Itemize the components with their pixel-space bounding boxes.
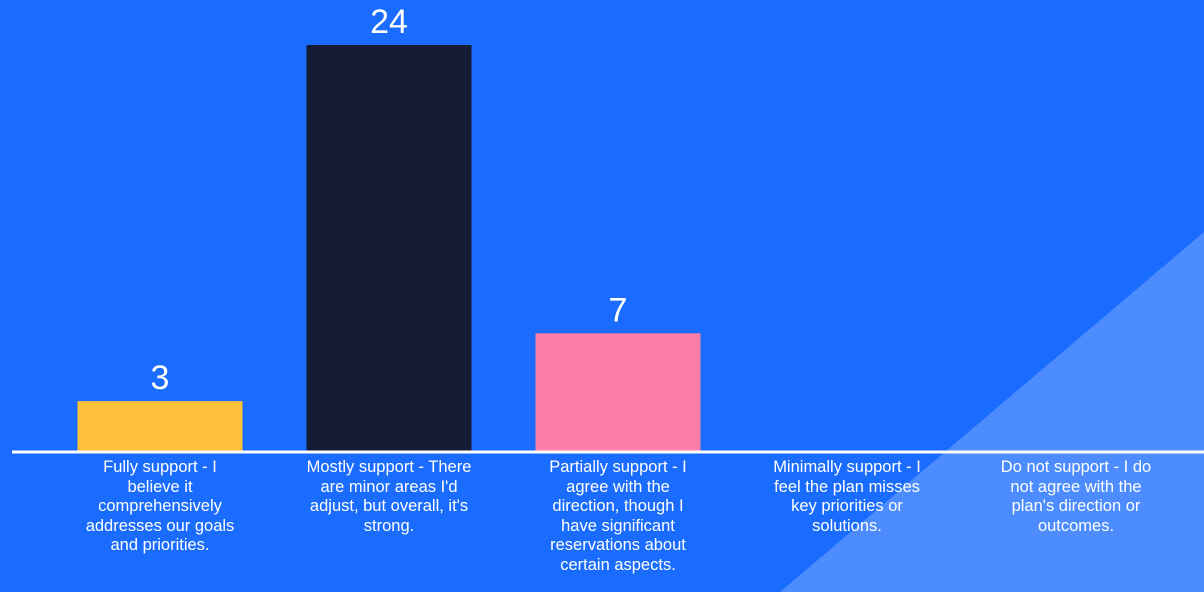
data-label-3: 7 [609, 291, 628, 329]
category-label-5: Do not support - I do not agree with the… [1000, 458, 1152, 535]
category-label-2: Mostly support - There are minor areas I… [306, 458, 472, 535]
data-label-1: 3 [151, 359, 170, 397]
bar-1 [77, 401, 243, 452]
category-label-1: Fully support - I believe it comprehensi… [85, 458, 235, 554]
bar-2 [306, 45, 472, 452]
data-labels-group: 3 24 7 [151, 3, 628, 397]
data-label-2: 24 [370, 3, 408, 41]
category-label-3: Partially support - I agree with the dir… [549, 458, 687, 574]
bars-group [77, 45, 701, 452]
bar-3 [535, 333, 701, 452]
category-label-4: Minimally support - I feel the plan miss… [773, 458, 921, 535]
background-light-triangle [780, 232, 1204, 592]
